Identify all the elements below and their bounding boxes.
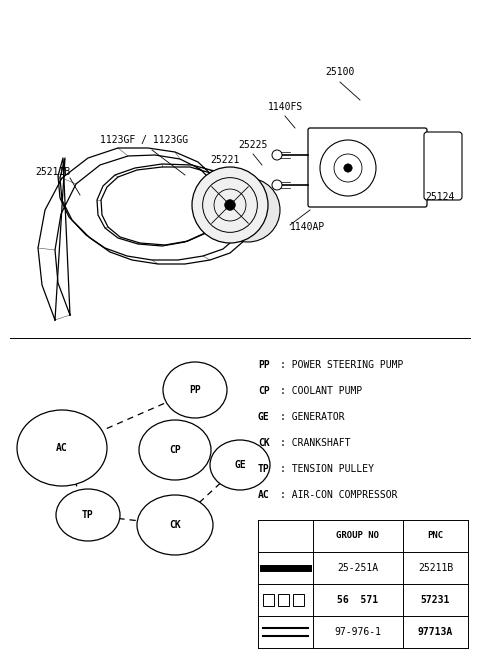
Text: 1123GF / 1123GG: 1123GF / 1123GG bbox=[100, 135, 188, 145]
Text: : AIR-CON COMPRESSOR: : AIR-CON COMPRESSOR bbox=[280, 490, 397, 500]
Circle shape bbox=[192, 167, 268, 243]
Text: GROUP NO: GROUP NO bbox=[336, 532, 380, 541]
Text: : COOLANT PUMP: : COOLANT PUMP bbox=[280, 386, 362, 396]
Text: PP: PP bbox=[258, 360, 270, 370]
Text: CP: CP bbox=[258, 386, 270, 396]
Text: 25211B: 25211B bbox=[418, 563, 453, 573]
Text: CP: CP bbox=[169, 445, 181, 455]
Text: AC: AC bbox=[56, 443, 68, 453]
Ellipse shape bbox=[210, 440, 270, 490]
Text: 97713A: 97713A bbox=[418, 627, 453, 637]
Text: TP: TP bbox=[82, 510, 94, 520]
Text: CK: CK bbox=[169, 520, 181, 530]
Text: 25-251A: 25-251A bbox=[337, 563, 379, 573]
Circle shape bbox=[272, 180, 282, 190]
Ellipse shape bbox=[163, 362, 227, 418]
Text: 25100: 25100 bbox=[325, 67, 355, 77]
Text: CK: CK bbox=[258, 438, 270, 448]
Text: AC: AC bbox=[258, 490, 270, 500]
Text: PNC: PNC bbox=[427, 532, 444, 541]
Ellipse shape bbox=[17, 410, 107, 486]
Circle shape bbox=[344, 164, 352, 172]
Text: 57231: 57231 bbox=[421, 595, 450, 605]
Text: 25221: 25221 bbox=[210, 155, 240, 165]
Text: 1140AP: 1140AP bbox=[290, 222, 325, 232]
Text: : CRANKSHAFT: : CRANKSHAFT bbox=[280, 438, 350, 448]
Text: GE: GE bbox=[258, 412, 270, 422]
Circle shape bbox=[272, 150, 282, 160]
Text: 1140FS: 1140FS bbox=[267, 102, 302, 112]
Bar bbox=[278, 594, 289, 606]
Bar bbox=[263, 594, 274, 606]
Ellipse shape bbox=[139, 420, 211, 480]
Text: : TENSION PULLEY: : TENSION PULLEY bbox=[280, 464, 374, 474]
Text: 25211B: 25211B bbox=[35, 167, 70, 177]
FancyBboxPatch shape bbox=[424, 132, 462, 200]
Text: 25225: 25225 bbox=[238, 140, 268, 150]
Text: : POWER STEERING PUMP: : POWER STEERING PUMP bbox=[280, 360, 403, 370]
Circle shape bbox=[225, 200, 235, 210]
Text: : GENERATOR: : GENERATOR bbox=[280, 412, 345, 422]
Circle shape bbox=[216, 178, 280, 242]
FancyBboxPatch shape bbox=[308, 128, 427, 207]
Text: 97-976-1: 97-976-1 bbox=[335, 627, 382, 637]
Text: PP: PP bbox=[189, 385, 201, 395]
Bar bbox=[293, 594, 304, 606]
Ellipse shape bbox=[56, 489, 120, 541]
Text: 25124: 25124 bbox=[425, 192, 455, 202]
Ellipse shape bbox=[137, 495, 213, 555]
Text: TP: TP bbox=[258, 464, 270, 474]
Text: GE: GE bbox=[234, 460, 246, 470]
Text: 56  571: 56 571 bbox=[337, 595, 379, 605]
